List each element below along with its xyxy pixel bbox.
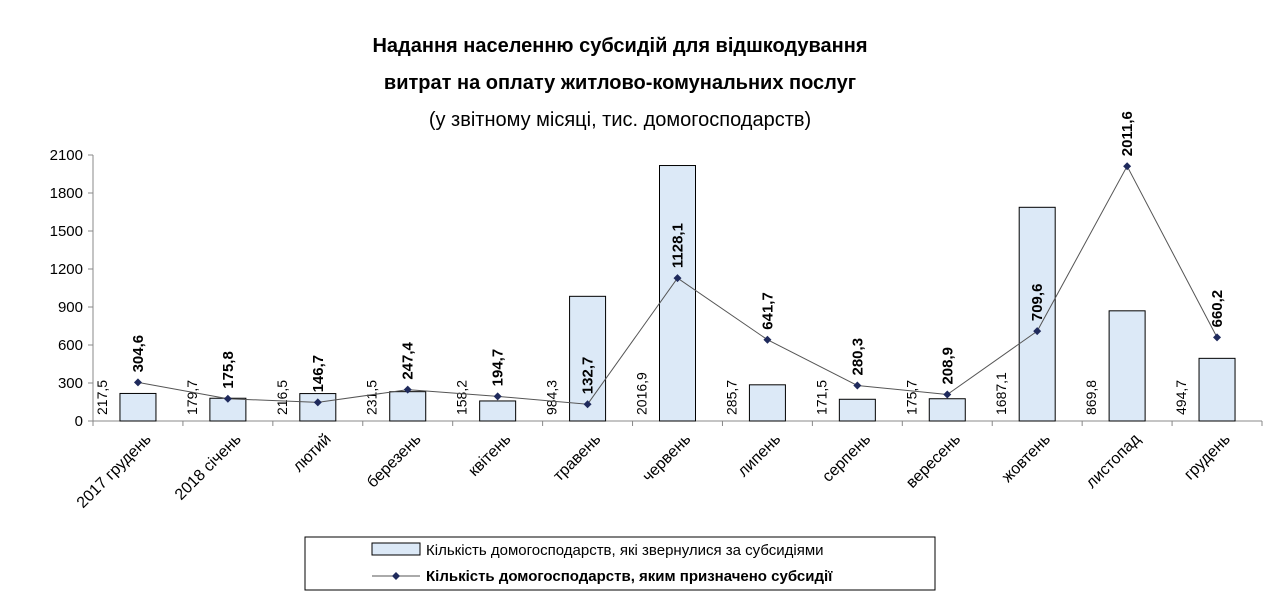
x-tick-label: вересень <box>903 431 964 492</box>
line-value-label: 132,7 <box>580 357 597 395</box>
line-value-label: 146,7 <box>310 355 327 393</box>
bar-value-label: 158,2 <box>454 380 470 415</box>
legend-box <box>304 536 936 591</box>
bar <box>479 400 517 422</box>
line-value-label: 247,4 <box>400 341 417 379</box>
bar <box>1108 310 1146 422</box>
bar-value-label: 285,7 <box>723 380 739 415</box>
x-tick-label: травень <box>550 431 604 485</box>
line-marker <box>313 398 322 407</box>
line-marker <box>403 385 412 394</box>
x-tick-label: серпень <box>819 431 874 486</box>
bar-value-label: 494,7 <box>1173 380 1189 415</box>
legend-marker <box>392 572 400 580</box>
legend-label: Кількість домогосподарств, які звернулис… <box>426 542 824 559</box>
x-tick-label: 2017 грудень <box>74 431 155 512</box>
x-tick-label: березень <box>364 431 425 492</box>
bar-value-label: 231,5 <box>364 380 380 415</box>
bar <box>838 398 876 422</box>
x-tick-label: жовтень <box>999 431 1054 486</box>
bar-value-label: 171,5 <box>813 380 829 415</box>
x-tick-label: лютий <box>290 431 335 476</box>
bar-value-label: 984,3 <box>544 380 560 415</box>
chart-title: витрат на оплату житлово-комунальних пос… <box>384 72 856 94</box>
chart-subtitle: (у звітному місяці, тис. домогосподарств… <box>429 109 811 131</box>
line-value-label: 175,8 <box>220 351 237 389</box>
y-tick-label: 300 <box>58 375 83 392</box>
y-tick-label: 0 <box>75 413 83 430</box>
line-value-label: 280,3 <box>849 338 866 376</box>
line-marker <box>673 274 682 283</box>
x-tick-label: червень <box>640 431 695 486</box>
bar <box>928 398 966 422</box>
line-marker <box>1033 327 1042 336</box>
bar-value-label: 217,5 <box>94 380 110 415</box>
line-value-label: 208,9 <box>939 347 956 385</box>
line-marker <box>943 390 952 399</box>
bar-value-label: 216,5 <box>274 380 290 415</box>
chart-title: Надання населенню субсидій для відшкодув… <box>372 35 867 57</box>
line-marker <box>133 378 142 387</box>
bar <box>119 392 157 422</box>
line-value-label: 194,7 <box>490 349 507 387</box>
line-value-label: 304,6 <box>130 335 147 373</box>
bar <box>748 384 786 422</box>
line-value-label: 660,2 <box>1209 290 1226 328</box>
line-marker <box>583 400 592 409</box>
line-marker <box>493 392 502 401</box>
y-tick-label: 1200 <box>50 261 83 278</box>
x-tick-label: липень <box>735 431 785 481</box>
x-tick-label: грудень <box>1181 431 1234 484</box>
y-tick-label: 2100 <box>50 147 83 164</box>
line-marker <box>763 335 772 344</box>
bar <box>389 391 427 422</box>
line-marker <box>853 381 862 390</box>
x-tick-label: 2018 січень <box>172 431 245 504</box>
bar <box>1198 357 1236 422</box>
line-marker <box>1213 333 1222 342</box>
y-tick-label: 1500 <box>50 223 83 240</box>
line-marker <box>1123 162 1132 171</box>
bar-value-label: 869,8 <box>1083 380 1099 415</box>
x-tick-label: листопад <box>1083 430 1144 491</box>
line-value-label: 1128,1 <box>670 223 687 268</box>
bar-value-label: 1687,1 <box>993 372 1009 415</box>
legend-label: Кількість домогосподарств, яким призначе… <box>426 568 833 585</box>
line-value-label: 2011,6 <box>1119 111 1136 156</box>
y-tick-label: 1800 <box>50 185 83 202</box>
bar <box>659 165 696 422</box>
y-tick-label: 900 <box>58 299 83 316</box>
bar-value-label: 2016,9 <box>634 372 650 415</box>
bar <box>1018 206 1056 422</box>
y-tick-label: 600 <box>58 337 83 354</box>
bar-value-label: 175,7 <box>903 380 919 415</box>
line-value-label: 709,6 <box>1029 284 1046 322</box>
bar <box>299 393 337 422</box>
line-value-label: 641,7 <box>759 292 776 330</box>
bar-value-label: 179,7 <box>184 380 200 415</box>
legend-swatch <box>371 542 421 556</box>
x-tick-label: квітень <box>465 431 514 480</box>
line-marker <box>223 394 232 403</box>
